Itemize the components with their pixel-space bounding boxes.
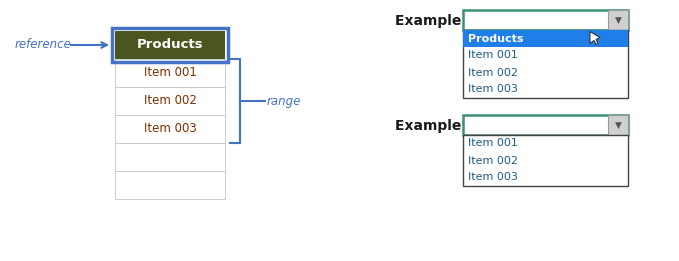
Text: Products: Products [136,39,203,51]
Text: Item 001: Item 001 [468,139,518,149]
Bar [115,171,225,199]
Text: Item 003: Item 003 [468,85,518,94]
Text: Item 002: Item 002 [468,156,518,165]
Text: ▼: ▼ [614,121,621,129]
Text: Item 003: Item 003 [468,173,518,182]
Bar [115,31,225,59]
Text: range: range [267,94,301,108]
Bar [115,87,225,115]
Text: Item 001: Item 001 [468,50,518,61]
Text: Item 001: Item 001 [143,67,196,80]
Bar [608,115,628,135]
Text: Example 1:: Example 1: [395,14,481,28]
Text: Example 2:: Example 2: [395,119,481,133]
Bar [608,10,628,30]
Bar [115,115,225,143]
Text: reference: reference [15,39,72,51]
Bar [115,59,225,87]
Bar [463,115,628,135]
Polygon shape [590,32,600,44]
Text: ▼: ▼ [614,15,621,25]
Text: Item 002: Item 002 [143,94,196,108]
Bar [463,135,628,186]
Bar [115,143,225,171]
Text: Item 002: Item 002 [468,68,518,78]
Text: Products: Products [468,33,524,44]
Bar [112,28,228,62]
Text: Item 003: Item 003 [144,122,196,135]
Bar [463,30,628,47]
Bar [463,10,628,30]
Bar [463,30,628,98]
